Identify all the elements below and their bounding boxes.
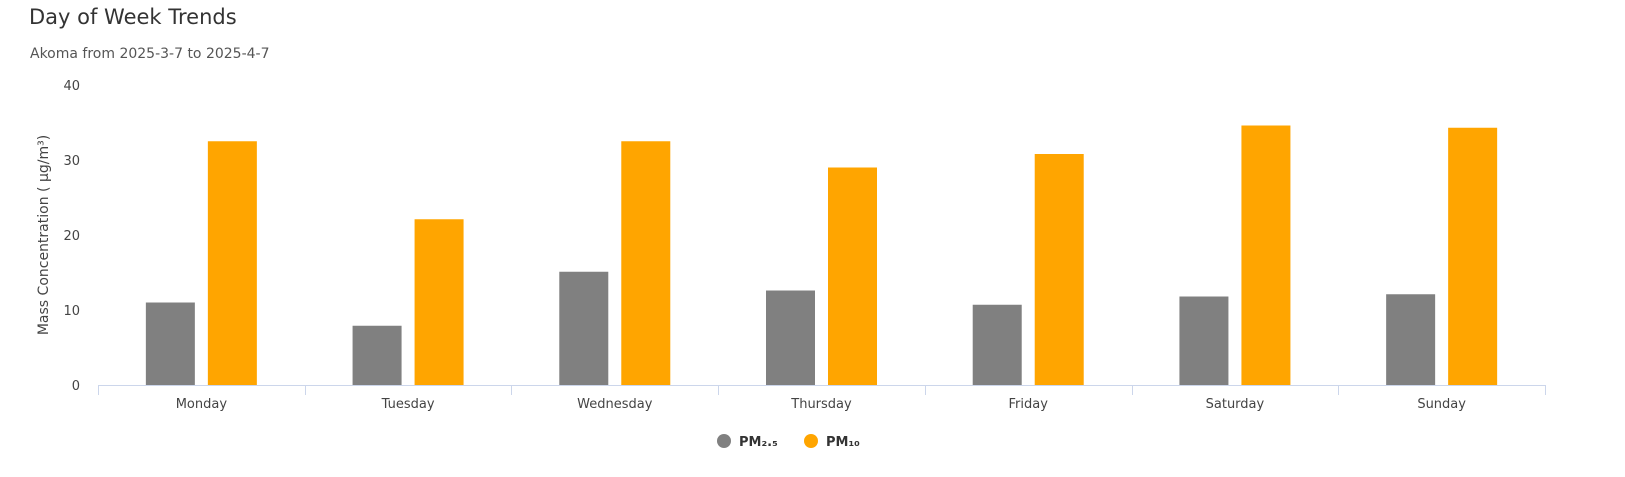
bar-pm10-saturday[interactable] <box>1241 125 1291 386</box>
bar-pm25-tuesday[interactable] <box>352 325 402 385</box>
legend-item-pm25[interactable]: PM₂.₅ <box>717 434 778 450</box>
y-axis-ticks: 0 10 20 30 40 <box>63 79 80 394</box>
y-tick-label: 40 <box>63 79 80 94</box>
bar-pm10-sunday[interactable] <box>1448 127 1498 385</box>
bar-pm10-monday[interactable] <box>207 141 257 385</box>
x-tick-label-saturday: Saturday <box>1206 397 1265 412</box>
chart-title: Day of Week Trends <box>29 5 237 29</box>
legend-label: PM₂.₅ <box>739 435 778 450</box>
legend-label: PM₁₀ <box>826 435 860 450</box>
legend-marker <box>804 434 818 448</box>
y-tick-label: 10 <box>63 304 80 319</box>
x-tick-label-monday: Monday <box>176 397 228 412</box>
y-tick-label: 30 <box>63 154 80 169</box>
bar-pm10-friday[interactable] <box>1034 154 1084 385</box>
y-tick-label: 0 <box>72 379 80 394</box>
x-tick-label-tuesday: Tuesday <box>381 397 435 412</box>
bar-pm25-saturday[interactable] <box>1179 296 1229 386</box>
legend-marker <box>717 434 731 448</box>
x-tick-label-thursday: Thursday <box>790 397 852 412</box>
x-axis: Monday Tuesday Wednesday Thursday Friday Satu… <box>98 385 1546 412</box>
y-tick-label: 20 <box>63 229 80 244</box>
bar-pm25-monday[interactable] <box>145 302 195 386</box>
x-tick-label-friday: Friday <box>1009 397 1049 412</box>
x-tick-label-sunday: Sunday <box>1417 397 1466 412</box>
bars <box>145 125 1498 386</box>
bar-pm25-friday[interactable] <box>972 304 1022 385</box>
x-tick-label-wednesday: Wednesday <box>577 397 653 412</box>
y-axis-title: Mass Concentration ( µg/m³) <box>36 135 52 335</box>
bar-pm10-thursday[interactable] <box>828 167 877 386</box>
bar-pm25-sunday[interactable] <box>1386 294 1436 385</box>
legend-item-pm10[interactable]: PM₁₀ <box>804 434 860 450</box>
bar-pm10-tuesday[interactable] <box>414 219 464 385</box>
legend[interactable]: PM₂.₅ PM₁₀ <box>717 434 860 450</box>
bar-pm25-wednesday[interactable] <box>559 271 609 385</box>
bar-pm25-thursday[interactable] <box>766 290 815 386</box>
chart-subtitle: Akoma from 2025-3-7 to 2025-4-7 <box>30 46 270 62</box>
bar-pm10-wednesday[interactable] <box>621 141 671 385</box>
